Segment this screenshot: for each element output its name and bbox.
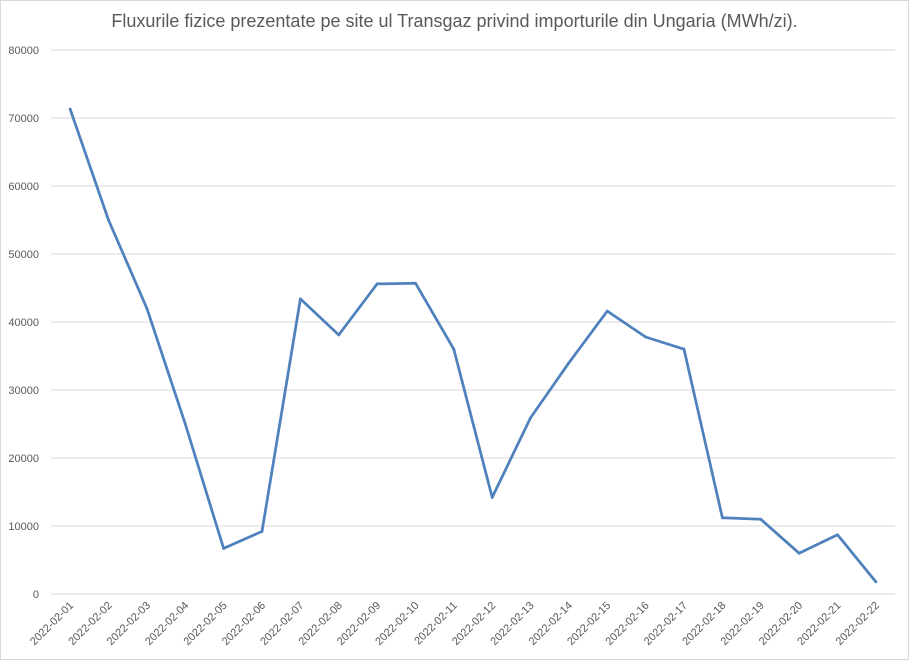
y-tick-label: 0 <box>33 589 39 601</box>
data-point <box>337 333 341 337</box>
data-point <box>222 547 226 550</box>
data-point <box>644 335 648 339</box>
data-point <box>107 218 110 222</box>
data-point <box>874 580 878 584</box>
data-point <box>490 496 494 499</box>
data-point <box>567 361 571 365</box>
data-point <box>452 347 456 351</box>
data-point <box>759 517 763 521</box>
y-tick-label: 70000 <box>8 113 39 125</box>
x-axis-ticks: 2022-02-012022-02-022022-02-032022-02-04… <box>28 600 882 648</box>
data-point <box>183 422 187 426</box>
data-point <box>797 551 801 555</box>
data-point <box>682 347 686 351</box>
data-point <box>414 281 417 285</box>
y-tick-label: 10000 <box>8 521 39 533</box>
data-point <box>260 530 264 533</box>
series-layer <box>68 107 878 584</box>
data-point <box>375 282 379 286</box>
y-tick-label: 40000 <box>8 317 39 329</box>
gridlines <box>51 49 895 595</box>
data-point <box>68 107 72 111</box>
data-point <box>298 297 302 301</box>
y-tick-label: 50000 <box>8 249 39 261</box>
series-line <box>68 107 878 584</box>
data-point <box>145 307 149 310</box>
y-axis-ticks: 0 10000 20000 30000 40000 50000 60000 70000 8000… <box>8 45 39 601</box>
chart-title: Fluxurile fizice prezentate pe site ul T… <box>111 11 798 31</box>
data-point <box>605 309 609 313</box>
y-tick-label: 20000 <box>8 453 39 465</box>
data-point <box>836 533 839 537</box>
data-point <box>720 516 724 520</box>
y-tick-label: 60000 <box>8 181 39 193</box>
data-point <box>529 416 532 420</box>
y-tick-label: 80000 <box>8 45 39 57</box>
y-tick-label: 30000 <box>8 385 39 397</box>
